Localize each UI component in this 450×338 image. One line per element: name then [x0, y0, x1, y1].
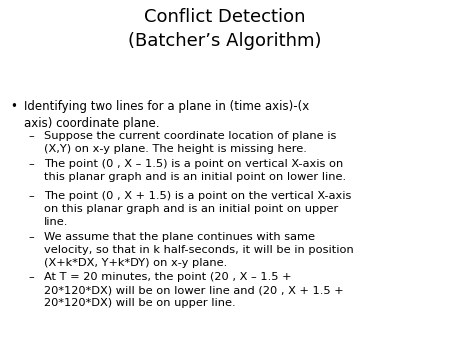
Text: We assume that the plane continues with same
velocity, so that in k half-seconds: We assume that the plane continues with … — [44, 232, 354, 268]
Text: –: – — [28, 131, 34, 141]
Text: •: • — [10, 100, 17, 113]
Text: Conflict Detection
(Batcher’s Algorithm): Conflict Detection (Batcher’s Algorithm) — [128, 8, 322, 50]
Text: –: – — [28, 232, 34, 242]
Text: –: – — [28, 191, 34, 201]
Text: At T = 20 minutes, the point (20 , X – 1.5 +
20*120*DX) will be on lower line an: At T = 20 minutes, the point (20 , X – 1… — [44, 272, 344, 308]
Text: The point (0 , X – 1.5) is a point on vertical X-axis on
this planar graph and i: The point (0 , X – 1.5) is a point on ve… — [44, 159, 346, 182]
Text: –: – — [28, 272, 34, 282]
Text: Identifying two lines for a plane in (time axis)-(x
axis) coordinate plane.: Identifying two lines for a plane in (ti… — [24, 100, 309, 130]
Text: Suppose the current coordinate location of plane is
(X,Y) on x-y plane. The heig: Suppose the current coordinate location … — [44, 131, 337, 154]
Text: The point (0 , X + 1.5) is a point on the vertical X-axis
on this planar graph a: The point (0 , X + 1.5) is a point on th… — [44, 191, 351, 227]
Text: –: – — [28, 159, 34, 169]
